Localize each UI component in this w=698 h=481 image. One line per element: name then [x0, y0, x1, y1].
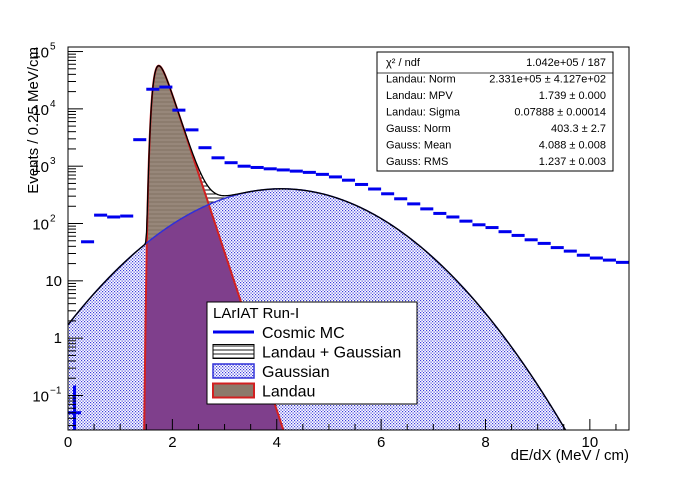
y-tick-exponent: −1 — [50, 385, 62, 396]
legend-label: Landau — [262, 384, 315, 401]
stats-value: 0.07888 ± 0.00014 — [514, 107, 606, 119]
fit-stats-box: χ² / ndf 1.042e+05 / 187 Landau: Norm 2.331… — [376, 51, 614, 172]
stats-value: 1.739 ± 0.000 — [539, 90, 606, 102]
legend-swatch-landau-gaussian — [212, 344, 255, 359]
y-tick-exponent: 3 — [50, 156, 56, 167]
stats-key: Landau: Norm — [386, 74, 456, 86]
plot-frame — [67, 46, 630, 431]
x-tick-label: 10 — [582, 434, 599, 451]
y-tick-label: 10 — [32, 45, 49, 62]
x-tick-label: 4 — [273, 434, 281, 451]
y-tick-exponent: 5 — [50, 42, 56, 53]
x-tick-label: 6 — [377, 434, 385, 451]
y-tick-label: 10 — [32, 102, 49, 119]
y-tick-exponent: 4 — [50, 99, 56, 110]
stats-value: 2.331e+05 ± 4.127e+02 — [489, 74, 606, 86]
landau-curve — [143, 64, 285, 430]
x-axis-label: dE/dX (MeV / cm) — [511, 447, 629, 464]
stats-key: χ² / ndf — [386, 57, 421, 69]
y-tick-label: 1 — [54, 330, 62, 347]
landau-gaussian-curve — [68, 65, 567, 430]
stats-value: 1.042e+05 / 187 — [526, 57, 606, 69]
y-tick-exponent: 2 — [50, 214, 56, 225]
legend-title: LArIAT Run-I — [213, 305, 299, 322]
legend-swatch-landau — [212, 382, 255, 399]
legend-label: Gaussian — [262, 364, 330, 381]
legend-label: Landau + Gaussian — [262, 345, 401, 362]
stats-key: Landau: MPV — [386, 90, 453, 102]
stats-key: Gauss: Norm — [386, 123, 451, 135]
x-tick-label: 0 — [64, 434, 72, 451]
stats-key: Gauss: RMS — [386, 156, 448, 168]
y-axis-label: Events / 0.25 MeV/cm — [25, 47, 42, 194]
stats-value: 1.237 ± 0.003 — [539, 156, 606, 168]
legend-swatch-gaussian — [212, 363, 255, 379]
legend-label: Cosmic MC — [262, 325, 345, 342]
y-tick-label: 10 — [32, 217, 49, 234]
stats-key: Gauss: Mean — [386, 140, 451, 152]
stats-value: 4.088 ± 0.008 — [539, 140, 606, 152]
x-tick-label: 2 — [168, 434, 176, 451]
y-tick-label: 10 — [32, 388, 49, 405]
stats-key: Landau: Sigma — [386, 107, 461, 119]
y-tick-label: 10 — [32, 159, 49, 176]
y-tick-label: 10 — [45, 273, 62, 290]
x-tick-label: 8 — [481, 434, 489, 451]
stats-value: 403.3 ± 2.7 — [551, 123, 606, 135]
legend: LArIAT Run-I Cosmic MC Landau + Gaussian G… — [206, 301, 418, 405]
